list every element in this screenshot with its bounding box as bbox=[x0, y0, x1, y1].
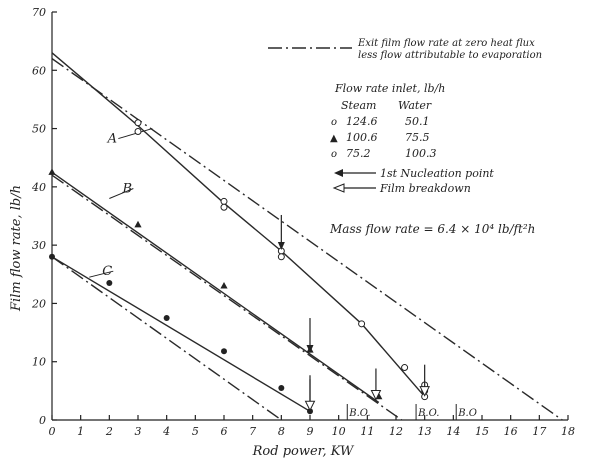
burnout-label: B.O. bbox=[348, 408, 370, 419]
x-tick-label: 0 bbox=[49, 425, 56, 438]
legend-row2-steam: 100.6 bbox=[346, 131, 378, 144]
x-tick-label: 10 bbox=[332, 425, 346, 438]
legend-flow-rate: Flow rate inlet, lb/h Steam Water o 124.… bbox=[330, 82, 445, 160]
legend-row3-water: 100.3 bbox=[405, 147, 437, 160]
x-tick-label: 4 bbox=[162, 425, 170, 438]
zero-flux-lines bbox=[51, 58, 563, 421]
point-b bbox=[220, 281, 228, 289]
point-a bbox=[401, 364, 409, 372]
series-line-a bbox=[51, 52, 426, 398]
legend-row2-water: 75.5 bbox=[405, 131, 430, 144]
zero-flux-line-c bbox=[51, 256, 282, 421]
legend-steam-header: Steam bbox=[341, 99, 376, 112]
x-tick-label: 2 bbox=[105, 425, 113, 438]
breakdown-arrowhead-b bbox=[370, 389, 382, 401]
x-tick-label: 9 bbox=[307, 425, 314, 438]
point-a bbox=[134, 119, 142, 127]
y-tick-label: 30 bbox=[32, 239, 46, 252]
mass-flow-annotation: Mass flow rate = 6.4 × 10⁴ lb/ft²h bbox=[329, 222, 535, 236]
point-c bbox=[278, 384, 285, 391]
point-b bbox=[134, 220, 142, 228]
series-leader-b bbox=[109, 188, 134, 199]
nucleation-arrowhead-a bbox=[277, 241, 285, 250]
legend-row2-symbol: ▲ bbox=[330, 133, 338, 144]
series-line-c bbox=[51, 256, 311, 412]
legend-water-header: Water bbox=[398, 99, 432, 112]
legend-nucleation-arrowhead bbox=[334, 169, 343, 177]
y-tick-label: 10 bbox=[32, 356, 46, 369]
y-tick-label: 20 bbox=[31, 297, 46, 310]
nucleation-arrowhead-b bbox=[306, 345, 314, 354]
y-tick-label: 70 bbox=[32, 6, 46, 19]
series-label-c: C bbox=[102, 264, 112, 279]
legend-row1-water: 50.1 bbox=[405, 115, 430, 128]
point-b bbox=[48, 168, 56, 175]
x-tick-label: 6 bbox=[221, 425, 228, 438]
breakdown-arrowhead-c bbox=[304, 400, 316, 412]
x-tick-label: 12 bbox=[389, 425, 403, 438]
point-c bbox=[163, 315, 170, 321]
series-leader-c bbox=[89, 270, 114, 278]
legend-zero-flux: Exit film flow rate at zero heat flux le… bbox=[268, 38, 542, 61]
axes: 0 1 2 3 4 5 6 7 8 9 10 11 12 13 14 15 16 17 18010203040506… bbox=[31, 6, 575, 438]
x-tick-label: 16 bbox=[504, 425, 518, 438]
burnout-markers: B.O. B.O. B.O bbox=[346, 404, 477, 420]
legend-breakdown-arrowhead bbox=[332, 183, 345, 193]
x-tick-label: 15 bbox=[475, 425, 489, 438]
x-tick-label: 1 bbox=[77, 425, 84, 438]
legend-row1-symbol: o bbox=[331, 117, 337, 128]
x-tick-label: 8 bbox=[278, 425, 285, 438]
series-line-b bbox=[51, 171, 380, 404]
x-tick-label: 17 bbox=[532, 425, 546, 438]
point-a bbox=[358, 320, 366, 328]
point-a bbox=[134, 127, 142, 135]
legend-row1-steam: 124.6 bbox=[346, 115, 378, 128]
y-tick-label: 50 bbox=[32, 123, 46, 136]
legend-dashdot-line1: Exit film flow rate at zero heat flux bbox=[357, 38, 535, 49]
y-tick-label: 0 bbox=[39, 414, 46, 427]
legend-dashdot-line2: less flow attributable to evaporation bbox=[358, 50, 542, 61]
event-arrows bbox=[277, 214, 430, 412]
burnout-label: B.O. bbox=[417, 408, 439, 419]
x-tick-label: 3 bbox=[135, 425, 142, 438]
breakdown-arrowhead-a bbox=[419, 386, 430, 397]
point-c bbox=[106, 280, 113, 287]
x-tick-label: 18 bbox=[561, 425, 575, 438]
point-a bbox=[277, 253, 285, 261]
x-tick-label: 11 bbox=[360, 425, 374, 438]
series-label-b: B bbox=[122, 182, 133, 197]
legend-row3-steam: 75.2 bbox=[346, 147, 371, 160]
legend-nucleation-label: 1st Nucleation point bbox=[380, 167, 494, 180]
point-a bbox=[220, 203, 228, 211]
legend-row3-symbol: o bbox=[331, 149, 337, 160]
series-lines: A B C bbox=[51, 52, 426, 412]
legend-arrows: 1st Nucleation point Film breakdown bbox=[332, 167, 494, 195]
zero-flux-line-b bbox=[51, 174, 403, 421]
legend-flow-title: Flow rate inlet, lb/h bbox=[334, 82, 445, 95]
series-label-a: A bbox=[107, 132, 117, 147]
y-axis-label: Film flow rate, lb/h bbox=[9, 185, 24, 312]
point-c bbox=[221, 348, 227, 355]
point-c bbox=[49, 253, 55, 260]
y-tick-label: 60 bbox=[32, 64, 46, 77]
point-a bbox=[220, 197, 228, 205]
zero-flux-line-a bbox=[51, 58, 563, 421]
x-tick-label: 5 bbox=[192, 425, 199, 438]
x-tick-label: 14 bbox=[446, 425, 460, 438]
burnout-label: B.O bbox=[457, 408, 477, 419]
legend-breakdown-label: Film breakdown bbox=[379, 182, 471, 195]
x-tick-label: 7 bbox=[249, 425, 256, 438]
x-tick-label: 13 bbox=[418, 425, 432, 438]
y-tick-label: 40 bbox=[31, 181, 46, 194]
x-axis-label: Rod power, KW bbox=[252, 444, 355, 459]
